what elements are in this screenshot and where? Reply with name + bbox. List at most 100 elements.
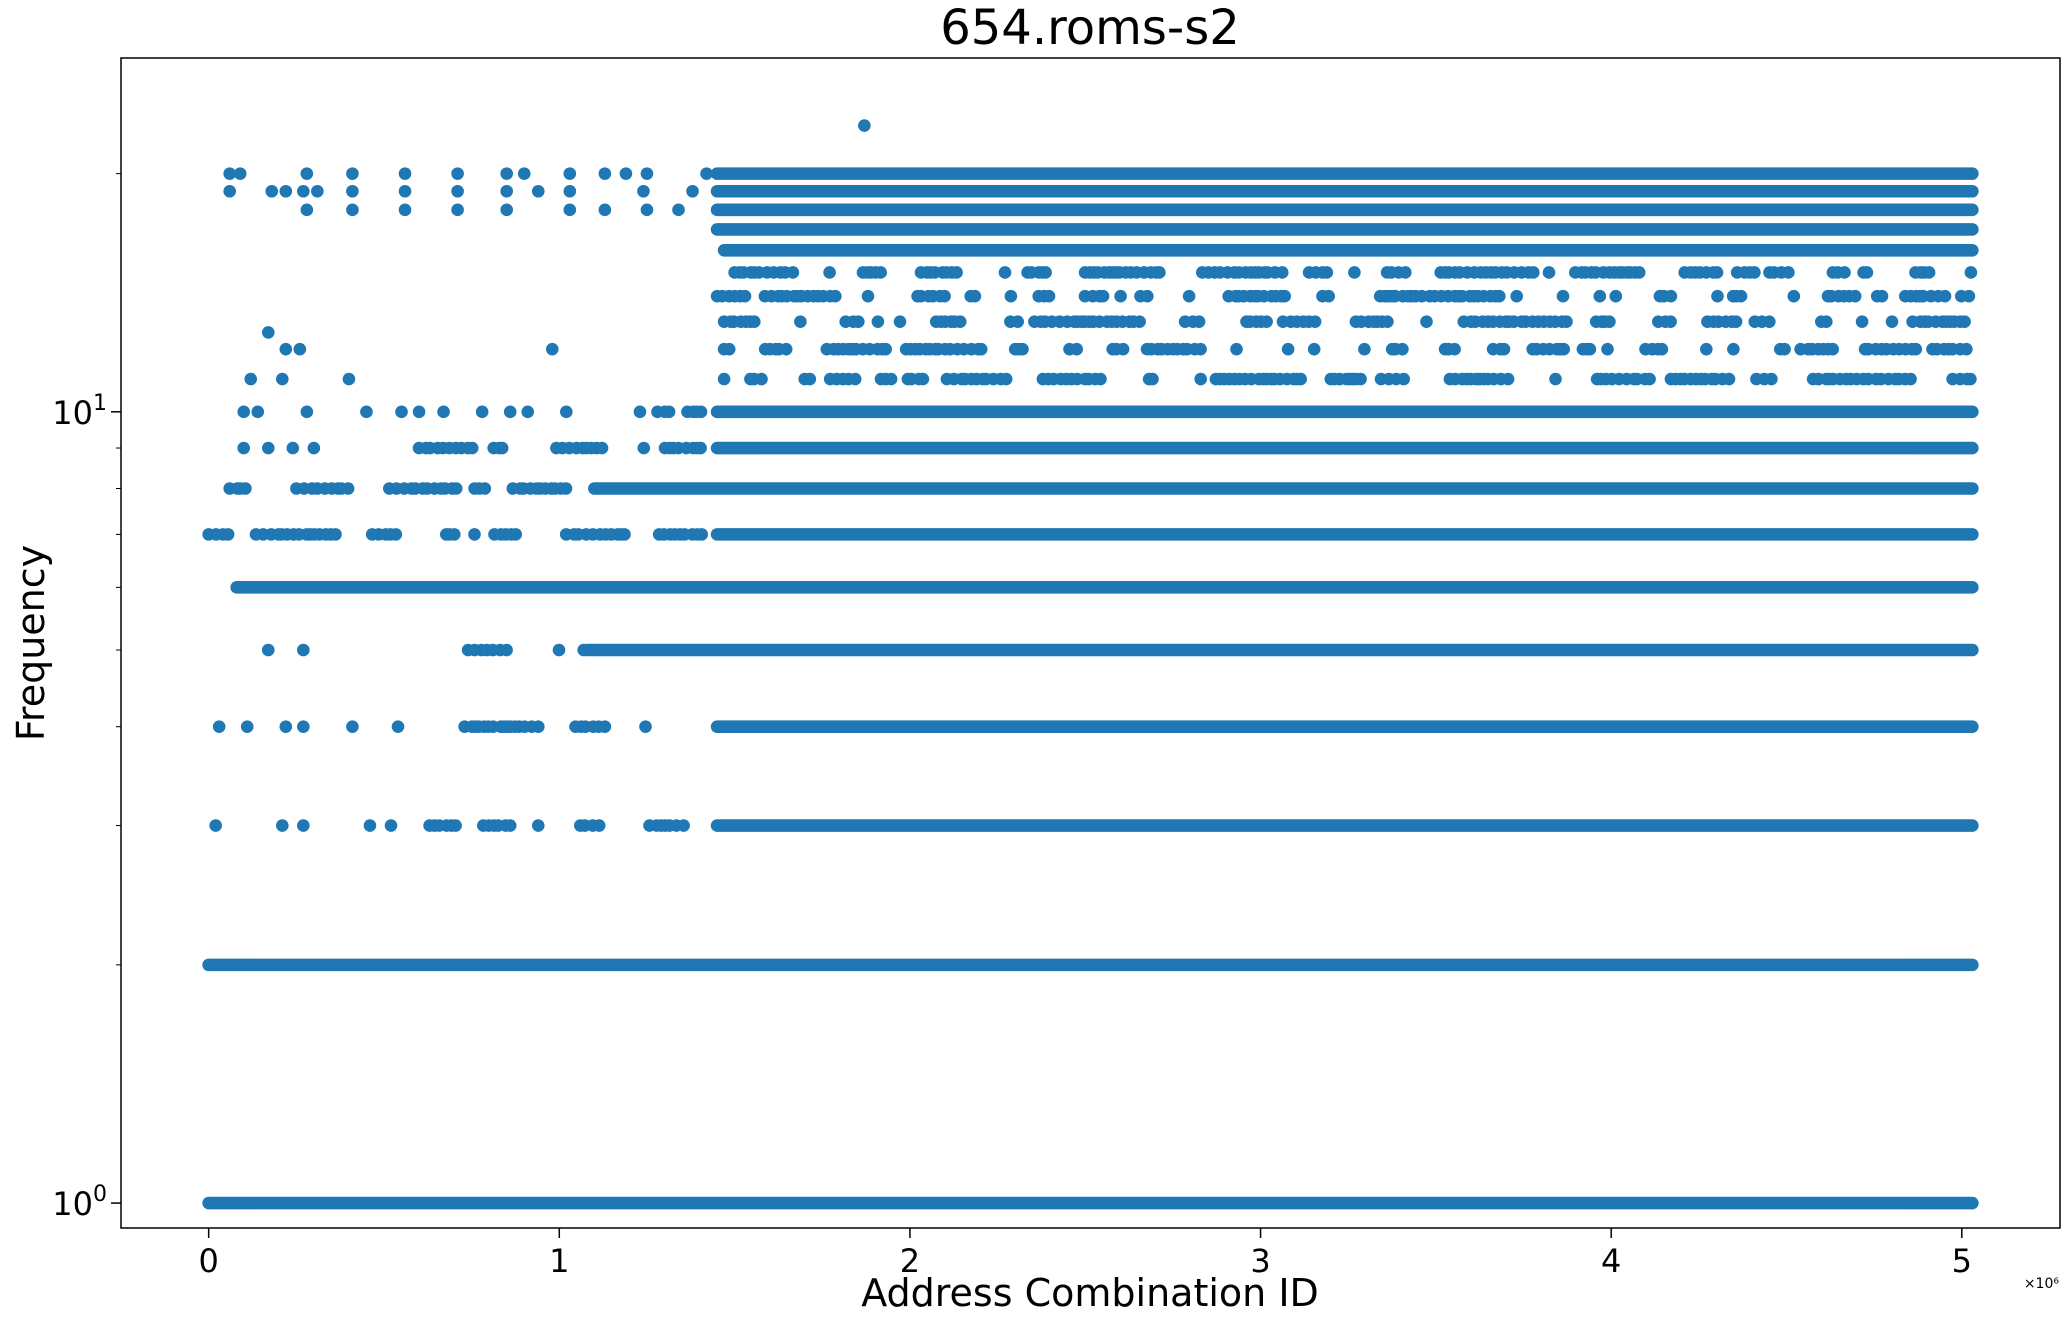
data-point bbox=[1700, 342, 1713, 356]
data-point bbox=[998, 266, 1012, 279]
data-point bbox=[1710, 266, 1724, 279]
data-point bbox=[1542, 266, 1556, 279]
data-point bbox=[1114, 289, 1127, 303]
data-point bbox=[389, 528, 403, 541]
data-point bbox=[237, 405, 251, 419]
x-axis-offset-label: ×10⁶ bbox=[2024, 1276, 2060, 1292]
data-point bbox=[1727, 342, 1740, 356]
data-point bbox=[694, 441, 707, 455]
data-point bbox=[346, 184, 359, 198]
data-point bbox=[1711, 289, 1724, 303]
data-point bbox=[618, 528, 631, 541]
data-point bbox=[398, 203, 412, 217]
data-point bbox=[871, 315, 885, 328]
data-point bbox=[1557, 342, 1570, 356]
y-tick-label: 100 bbox=[52, 1182, 107, 1223]
data-point bbox=[279, 342, 293, 356]
data-point bbox=[748, 315, 761, 328]
data-point bbox=[503, 819, 517, 832]
data-point bbox=[829, 289, 842, 303]
data-points bbox=[202, 119, 1979, 1210]
data-point bbox=[874, 266, 887, 279]
data-point bbox=[1146, 372, 1159, 386]
data-point bbox=[300, 203, 314, 217]
data-point bbox=[1094, 372, 1107, 386]
data-point bbox=[1748, 266, 1761, 279]
data-point bbox=[1601, 342, 1614, 356]
data-point bbox=[637, 441, 651, 455]
data-point bbox=[509, 528, 522, 541]
data-point bbox=[560, 405, 573, 419]
data-point bbox=[563, 167, 577, 180]
data-point bbox=[694, 405, 708, 419]
data-point bbox=[233, 167, 247, 180]
data-point bbox=[1632, 266, 1646, 279]
data-point bbox=[545, 342, 559, 356]
data-point bbox=[738, 289, 752, 303]
data-point bbox=[1420, 315, 1433, 328]
data-point bbox=[532, 720, 545, 733]
data-point bbox=[1964, 266, 1978, 279]
data-point bbox=[437, 405, 450, 419]
data-point bbox=[1734, 289, 1748, 303]
data-point bbox=[297, 184, 310, 198]
data-point bbox=[286, 441, 300, 455]
data-point bbox=[598, 203, 612, 217]
data-point bbox=[595, 441, 609, 455]
data-point bbox=[1820, 315, 1833, 328]
data-point bbox=[1778, 342, 1791, 356]
data-point bbox=[1964, 372, 1977, 386]
data-point bbox=[360, 405, 373, 419]
data-point bbox=[297, 819, 310, 832]
data-point bbox=[1838, 266, 1851, 279]
data-point bbox=[974, 342, 988, 356]
data-point bbox=[1448, 342, 1461, 356]
data-point bbox=[779, 342, 793, 356]
data-point bbox=[916, 372, 930, 386]
data-point bbox=[449, 819, 462, 832]
data-point bbox=[1729, 315, 1743, 328]
data-point bbox=[239, 482, 252, 495]
data-point bbox=[342, 372, 356, 386]
data-point bbox=[1396, 342, 1409, 356]
data-point bbox=[884, 372, 898, 386]
data-point bbox=[495, 441, 509, 455]
data-point bbox=[1909, 342, 1923, 356]
data-point bbox=[1922, 266, 1936, 279]
data-point bbox=[1133, 315, 1146, 328]
data-point bbox=[848, 372, 862, 386]
data-point bbox=[640, 203, 654, 217]
data-point bbox=[261, 643, 275, 657]
data-point bbox=[1609, 289, 1623, 303]
data-point bbox=[577, 643, 590, 657]
data-point bbox=[1875, 289, 1889, 303]
chart-title: 654.roms-s2 bbox=[940, 0, 1240, 56]
data-point bbox=[1855, 315, 1869, 328]
data-point bbox=[1904, 372, 1917, 386]
data-point bbox=[1556, 289, 1570, 303]
data-point bbox=[223, 184, 236, 198]
data-point bbox=[794, 315, 807, 328]
data-point bbox=[893, 315, 907, 328]
data-point bbox=[1004, 289, 1018, 303]
data-point bbox=[311, 184, 324, 198]
data-point bbox=[803, 372, 817, 386]
data-point bbox=[293, 342, 307, 356]
data-point bbox=[686, 184, 699, 198]
x-axis-label: Address Combination ID bbox=[861, 1271, 1319, 1315]
data-point bbox=[221, 528, 235, 541]
data-point bbox=[1787, 289, 1801, 303]
data-point bbox=[261, 326, 275, 339]
data-point bbox=[1399, 266, 1412, 279]
data-point bbox=[1397, 372, 1410, 386]
data-point bbox=[1281, 342, 1295, 356]
data-point bbox=[1096, 289, 1110, 303]
data-point bbox=[1308, 315, 1322, 328]
data-point bbox=[279, 720, 293, 733]
data-point bbox=[592, 819, 606, 832]
data-point bbox=[677, 819, 690, 832]
data-point bbox=[662, 405, 676, 419]
data-point bbox=[341, 482, 355, 495]
data-point bbox=[633, 405, 647, 419]
